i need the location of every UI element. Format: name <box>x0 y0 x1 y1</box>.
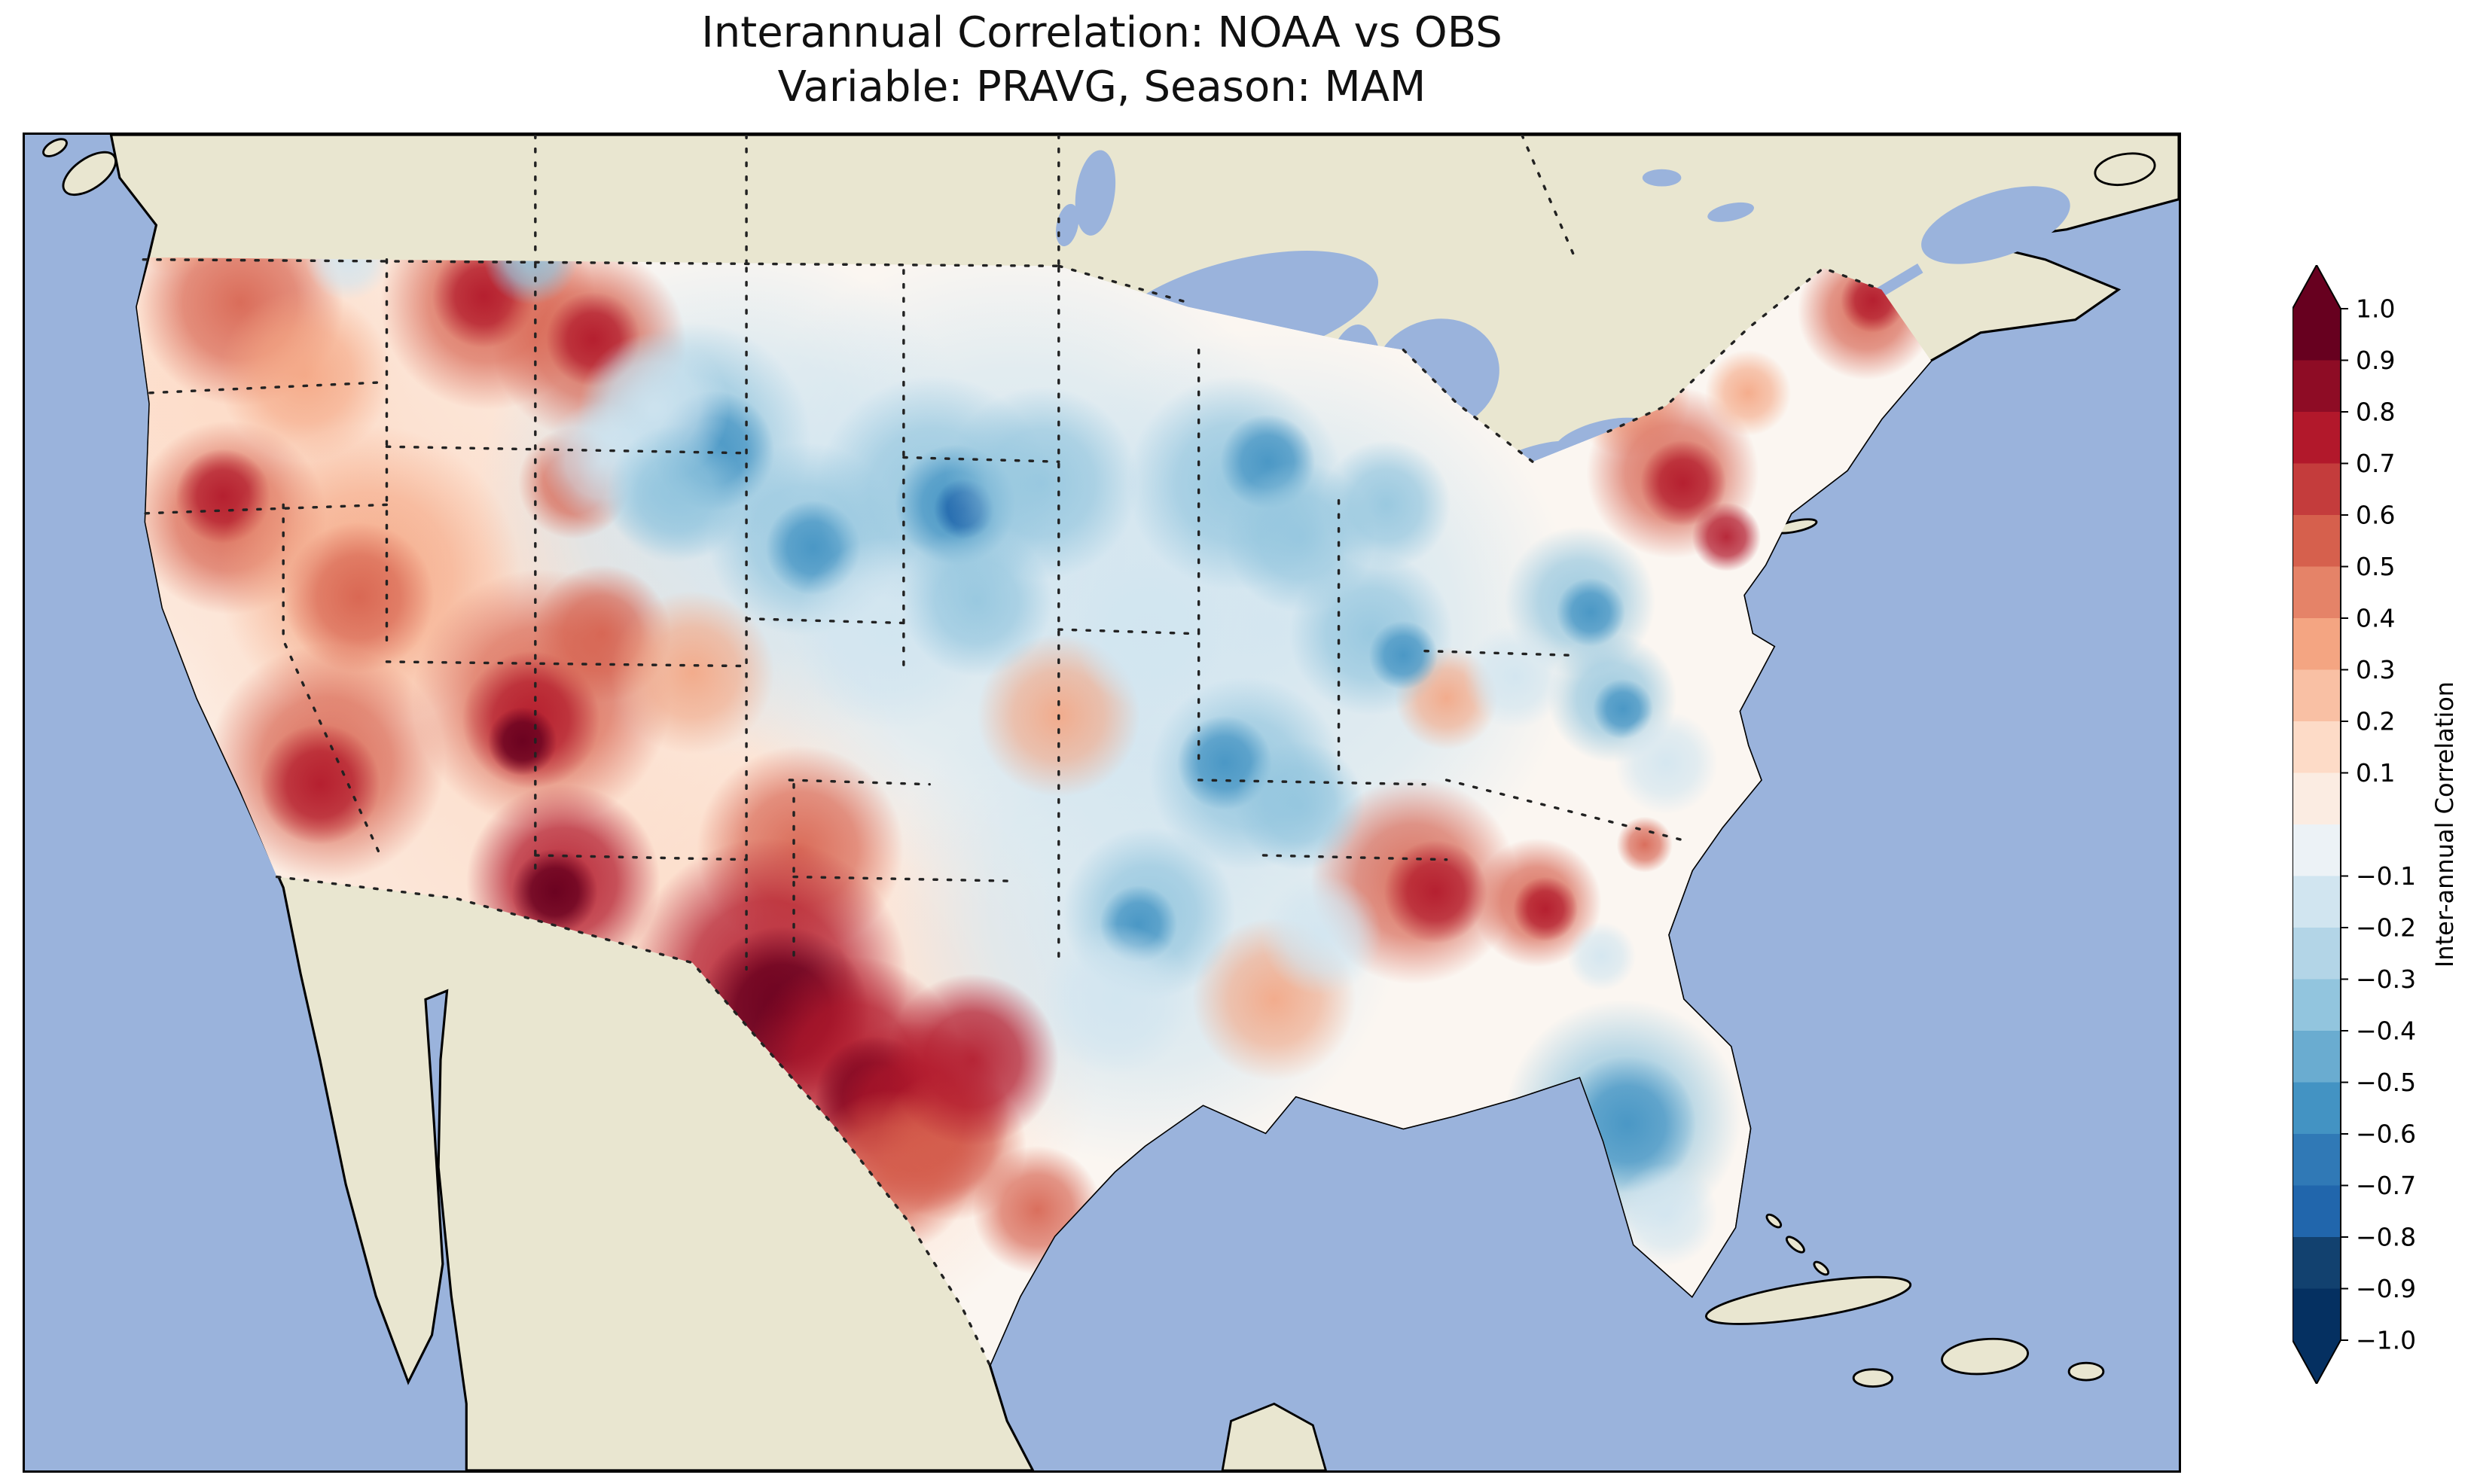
colorbar-label: Inter-annual Correlation <box>2430 681 2459 968</box>
colorbar-tick-label: −0.6 <box>2356 1120 2416 1149</box>
colorbar-tick-label: −0.8 <box>2356 1223 2416 1252</box>
colorbar-tick-label: −0.2 <box>2356 913 2416 943</box>
colorbar-tick-label: 0.5 <box>2356 552 2395 581</box>
colorbar-tick-label: 0.6 <box>2356 501 2395 530</box>
colorbar-segment <box>2292 618 2341 671</box>
colorbar: 1.0 0.9 0.8 0.7 0.6 0.5 0.4 0.3 0.2 0.1 −0.1 −0.2 −0… <box>2292 265 2421 1384</box>
colorbar-tick-label: 0.9 <box>2356 346 2395 375</box>
chart-title: Interannual Correlation: NOAA vs OBS Var… <box>23 6 2181 114</box>
colorbar-tick-label: 0.8 <box>2356 398 2395 427</box>
colorbar-tick-label: −0.5 <box>2356 1068 2416 1097</box>
colorbar-segment <box>2292 1134 2341 1187</box>
colorbar-segment <box>2292 669 2341 722</box>
colorbar-tick-label: −1.0 <box>2356 1326 2416 1355</box>
colorbar-tick-label: 1.0 <box>2356 294 2395 324</box>
colorbar-segment <box>2292 1082 2341 1135</box>
colorbar-tick-label: −0.9 <box>2356 1274 2416 1303</box>
colorbar-tick-label: 0.2 <box>2356 707 2395 736</box>
map-canvas <box>23 133 2181 1473</box>
colorbar-segment <box>2292 515 2341 568</box>
chart-title-line1: Interannual Correlation: NOAA vs OBS <box>701 8 1502 57</box>
colorbar-segment <box>2292 1185 2341 1238</box>
colorbar-segment <box>2292 979 2341 1031</box>
colorbar-tick-label: 0.4 <box>2356 604 2395 633</box>
colorbar-tick-label: −0.4 <box>2356 1016 2416 1046</box>
colorbar-segment <box>2292 876 2341 928</box>
colorbar-segment <box>2292 1237 2341 1290</box>
colorbar-tick-label: 0.1 <box>2356 758 2395 788</box>
colorbar-tick-label: 0.3 <box>2356 655 2395 684</box>
colorbar-tick-label: 0.7 <box>2356 449 2395 478</box>
political-borders <box>142 135 1884 1367</box>
colorbar-segment <box>2292 721 2341 774</box>
colorbar-segment <box>2292 309 2341 361</box>
colorbar-segment <box>2292 566 2341 619</box>
colorbar-tick-label: −0.7 <box>2356 1171 2416 1200</box>
colorbar-under-arrow <box>2292 1340 2341 1384</box>
colorbar-tick-label: −0.1 <box>2356 861 2416 891</box>
colorbar-segment <box>2292 928 2341 980</box>
colorbar-segment <box>2292 824 2341 877</box>
map-svg <box>25 135 2179 1470</box>
colorbar-over-arrow <box>2292 265 2341 309</box>
chart-title-line2: Variable: PRAVG, Season: MAM <box>777 62 1426 111</box>
islands <box>42 138 2156 1470</box>
colorbar-segment <box>2292 1031 2341 1083</box>
colorbar-segment <box>2292 772 2341 825</box>
colorbar-segment <box>2292 463 2341 516</box>
colorbar-segment <box>2292 360 2341 413</box>
colorbar-segment <box>2292 1288 2341 1341</box>
colorbar-svg: 1.0 0.9 0.8 0.7 0.6 0.5 0.4 0.3 0.2 0.1 −0.1 −0.2 −0… <box>2292 265 2416 1384</box>
colorbar-tick-label: −0.3 <box>2356 964 2416 994</box>
colorbar-segment <box>2292 412 2341 465</box>
